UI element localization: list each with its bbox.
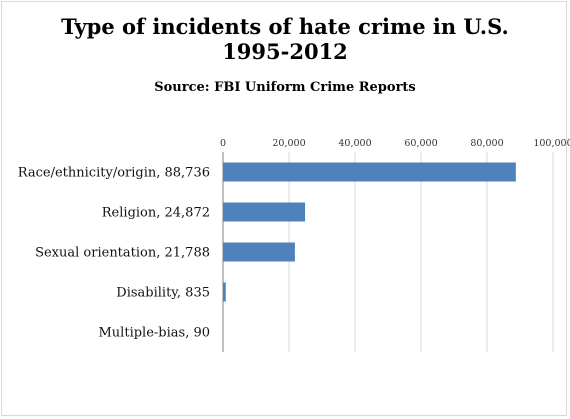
x-tick-label: 100,000 <box>533 138 570 149</box>
x-tick-label: 0 <box>220 138 226 149</box>
category-label: Religion, 24,872 <box>102 206 210 221</box>
x-tick-label: 60,000 <box>404 138 437 149</box>
x-tick-label: 80,000 <box>470 138 503 149</box>
chart-title-line-2: 1995-2012 <box>222 39 348 64</box>
category-label: Race/ethnicity/origin, 88,736 <box>18 166 210 181</box>
chart-title-line-1: Type of incidents of hate crime in U.S. <box>61 14 509 39</box>
x-tick-label: 40,000 <box>338 138 371 149</box>
category-label: Sexual orientation, 21,788 <box>35 246 210 261</box>
chart-title: Type of incidents of hate crime in U.S. … <box>0 14 570 64</box>
category-label: Disability, 835 <box>116 286 210 301</box>
category-label: Multiple-bias, 90 <box>99 326 211 341</box>
bar <box>223 162 516 182</box>
chart-subtitle: Source: FBI Uniform Crime Reports <box>154 80 416 95</box>
bar <box>223 242 295 262</box>
bar <box>223 282 226 302</box>
bar <box>223 202 306 222</box>
x-tick-label: 20,000 <box>272 138 305 149</box>
